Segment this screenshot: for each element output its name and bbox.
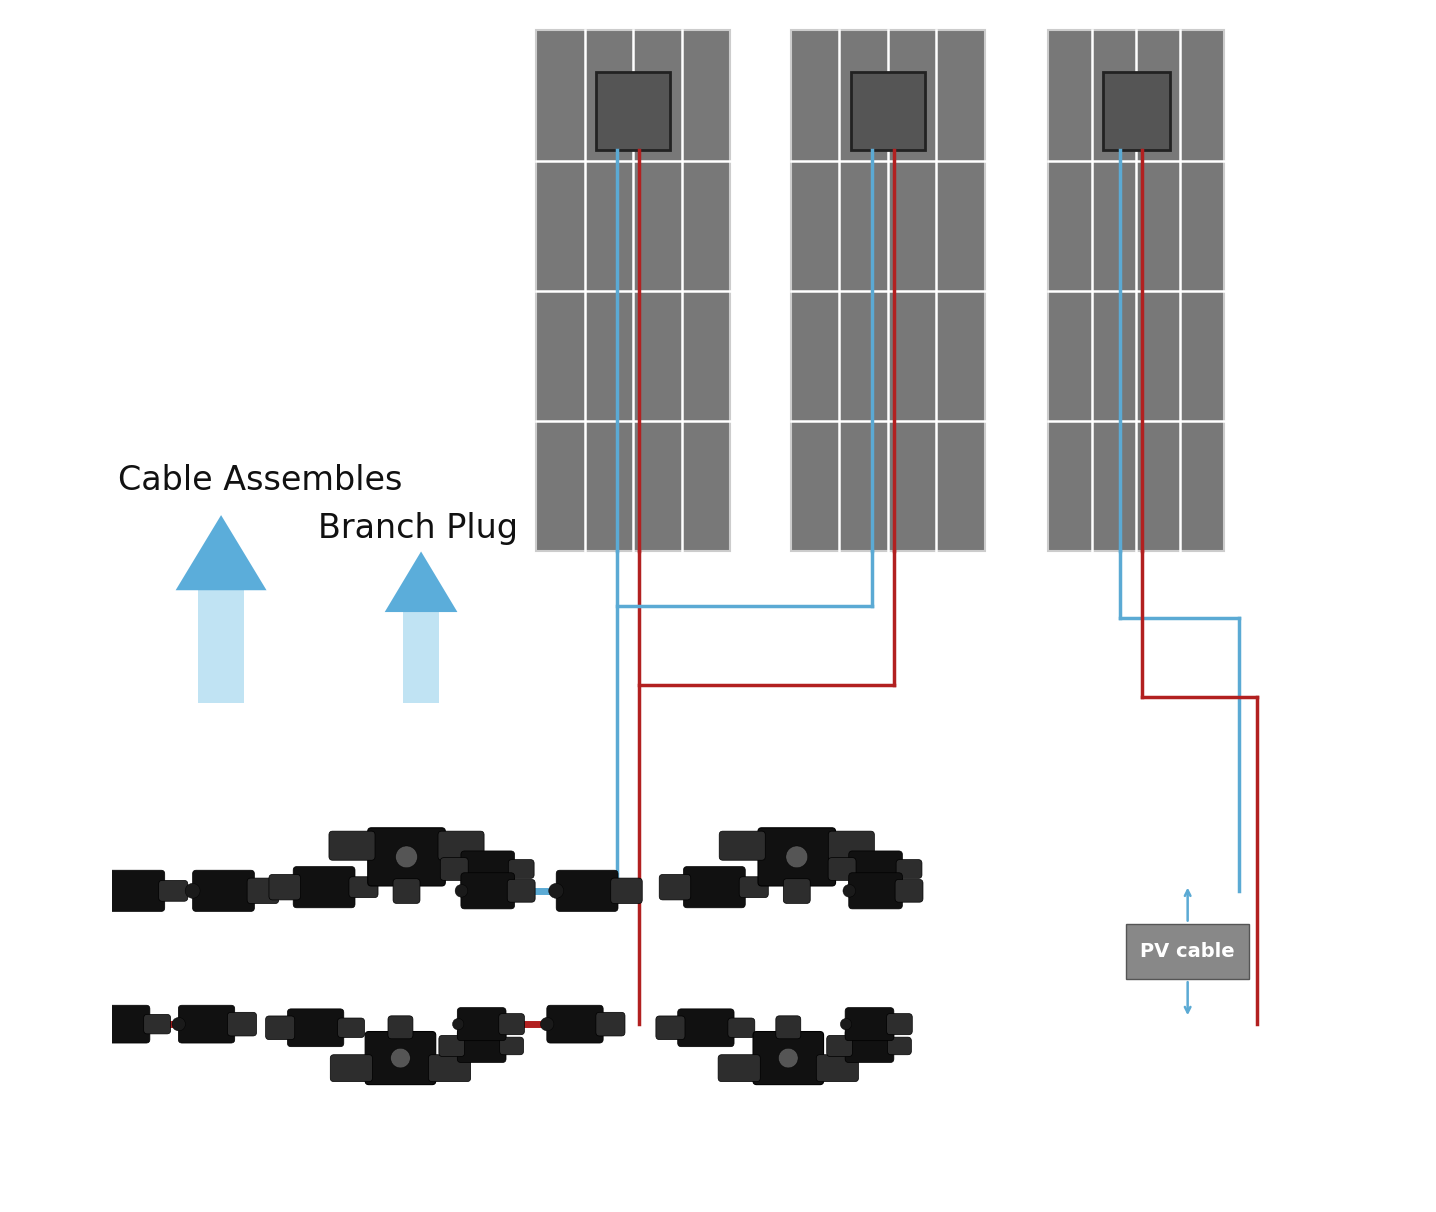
FancyBboxPatch shape	[659, 875, 691, 899]
FancyBboxPatch shape	[1048, 30, 1223, 551]
FancyBboxPatch shape	[368, 828, 445, 886]
FancyBboxPatch shape	[896, 859, 922, 879]
FancyBboxPatch shape	[330, 1054, 372, 1081]
FancyBboxPatch shape	[393, 879, 419, 903]
Circle shape	[549, 884, 564, 898]
Polygon shape	[385, 551, 458, 612]
FancyBboxPatch shape	[596, 72, 671, 150]
FancyBboxPatch shape	[816, 1054, 859, 1081]
FancyBboxPatch shape	[718, 1054, 760, 1081]
Circle shape	[840, 1018, 852, 1030]
Circle shape	[785, 846, 807, 868]
FancyBboxPatch shape	[783, 879, 810, 903]
FancyBboxPatch shape	[1126, 924, 1249, 979]
FancyBboxPatch shape	[500, 1037, 524, 1054]
FancyBboxPatch shape	[887, 1037, 912, 1054]
FancyBboxPatch shape	[507, 880, 536, 902]
FancyBboxPatch shape	[266, 1016, 294, 1040]
FancyBboxPatch shape	[556, 870, 617, 911]
FancyBboxPatch shape	[439, 1035, 465, 1057]
FancyBboxPatch shape	[144, 1014, 171, 1034]
FancyBboxPatch shape	[158, 880, 188, 902]
FancyBboxPatch shape	[438, 831, 484, 861]
FancyBboxPatch shape	[678, 1008, 734, 1047]
FancyBboxPatch shape	[457, 1029, 505, 1063]
Circle shape	[540, 1017, 554, 1031]
Circle shape	[395, 846, 418, 868]
FancyBboxPatch shape	[547, 1005, 603, 1044]
FancyBboxPatch shape	[508, 859, 534, 879]
FancyBboxPatch shape	[461, 851, 514, 887]
FancyBboxPatch shape	[791, 30, 985, 551]
FancyBboxPatch shape	[758, 828, 836, 886]
FancyBboxPatch shape	[428, 1054, 471, 1081]
FancyBboxPatch shape	[684, 867, 745, 908]
FancyBboxPatch shape	[827, 1035, 853, 1057]
FancyBboxPatch shape	[852, 72, 925, 150]
FancyBboxPatch shape	[293, 867, 355, 908]
FancyBboxPatch shape	[227, 1012, 257, 1036]
FancyBboxPatch shape	[656, 1016, 685, 1040]
FancyBboxPatch shape	[610, 877, 642, 904]
FancyBboxPatch shape	[72, 1012, 101, 1036]
Circle shape	[452, 1018, 464, 1030]
FancyBboxPatch shape	[329, 831, 375, 861]
FancyBboxPatch shape	[287, 1008, 343, 1047]
FancyBboxPatch shape	[829, 858, 856, 880]
FancyBboxPatch shape	[846, 1007, 893, 1041]
Circle shape	[391, 1048, 411, 1068]
Circle shape	[455, 885, 468, 897]
FancyBboxPatch shape	[536, 30, 729, 551]
FancyBboxPatch shape	[719, 831, 765, 861]
FancyBboxPatch shape	[1103, 72, 1169, 150]
FancyBboxPatch shape	[895, 880, 923, 902]
FancyBboxPatch shape	[752, 1031, 824, 1085]
Text: PV cable: PV cable	[1140, 942, 1235, 961]
Circle shape	[185, 884, 200, 898]
FancyBboxPatch shape	[192, 870, 254, 911]
Circle shape	[172, 1017, 185, 1031]
FancyBboxPatch shape	[93, 1005, 149, 1044]
Text: Branch Plug: Branch Plug	[317, 513, 518, 545]
FancyBboxPatch shape	[728, 1018, 755, 1037]
FancyBboxPatch shape	[349, 876, 378, 898]
FancyBboxPatch shape	[740, 876, 768, 898]
FancyBboxPatch shape	[79, 877, 111, 904]
Polygon shape	[198, 590, 244, 703]
Polygon shape	[404, 612, 439, 703]
FancyBboxPatch shape	[457, 1007, 505, 1041]
FancyBboxPatch shape	[337, 1018, 365, 1037]
FancyBboxPatch shape	[441, 858, 468, 880]
FancyBboxPatch shape	[775, 1016, 801, 1039]
FancyBboxPatch shape	[498, 1013, 524, 1035]
FancyBboxPatch shape	[829, 831, 875, 861]
FancyBboxPatch shape	[269, 875, 300, 899]
Circle shape	[778, 1048, 798, 1068]
Circle shape	[843, 885, 856, 897]
FancyBboxPatch shape	[849, 873, 902, 909]
Text: Cable Assembles: Cable Assembles	[118, 464, 402, 497]
FancyBboxPatch shape	[596, 1012, 625, 1036]
FancyBboxPatch shape	[178, 1005, 234, 1044]
FancyBboxPatch shape	[247, 877, 279, 904]
FancyBboxPatch shape	[103, 870, 165, 911]
FancyBboxPatch shape	[365, 1031, 435, 1085]
FancyBboxPatch shape	[849, 851, 902, 887]
FancyBboxPatch shape	[461, 873, 514, 909]
FancyBboxPatch shape	[846, 1029, 893, 1063]
Polygon shape	[175, 515, 267, 590]
FancyBboxPatch shape	[886, 1013, 912, 1035]
FancyBboxPatch shape	[388, 1016, 414, 1039]
